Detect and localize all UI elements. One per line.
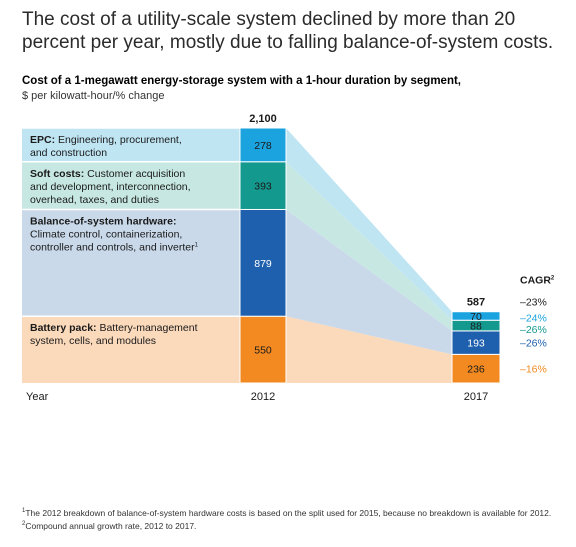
cagr-battery: –16%: [520, 364, 547, 376]
bar-2012-soft: [239, 161, 287, 210]
connector-bos: [286, 209, 452, 355]
footnote-1: 1The 2012 breakdown of balance-of-system…: [22, 507, 552, 518]
segment-band-bos: [22, 209, 240, 317]
cagr-total: –23%: [520, 297, 547, 309]
connector-epc: [286, 128, 452, 321]
cagr-epc: –24%: [520, 313, 547, 325]
segment-band-soft: [22, 161, 240, 210]
value-label-2017-bos: 193: [467, 338, 485, 350]
value-label-2017-battery: 236: [467, 364, 485, 376]
total-label-2017: 587: [467, 297, 485, 309]
footnotes: 1The 2012 breakdown of balance-of-system…: [22, 506, 562, 532]
segment-label-bos: Balance-of-system hardware: Climate contr…: [30, 215, 199, 253]
value-label-2012-epc: 278: [254, 140, 272, 152]
x-tick-2012: 2012: [251, 391, 275, 403]
value-label-2012-soft: 393: [254, 181, 272, 193]
connector-battery: [286, 316, 452, 383]
cagr-soft: –26%: [520, 324, 547, 336]
footnote-2: 2Compound annual growth rate, 2012 to 20…: [22, 520, 197, 531]
chart-units: $ per kilowatt-hour/% change: [22, 90, 165, 102]
bar-2012-epc: [239, 127, 287, 163]
value-label-2017-soft: 88: [470, 321, 482, 333]
value-label-2017-epc: 70: [470, 311, 482, 323]
x-axis-label: Year: [26, 391, 49, 403]
value-label-2012-battery: 550: [254, 345, 272, 357]
bar-2017-epc: [451, 311, 501, 321]
headline: The cost of a utility-scale system decli…: [22, 9, 554, 53]
segment-band-epc: [22, 128, 240, 162]
cagr-header: CAGR2: [520, 275, 555, 287]
cagr-bos: –26%: [520, 338, 547, 350]
segment-label-soft: Soft costs: Customer acquisition and deve…: [30, 168, 191, 206]
x-tick-2017: 2017: [464, 391, 488, 403]
value-label-2012-bos: 879: [254, 258, 272, 270]
total-label-2012: 2,100: [249, 113, 277, 125]
segment-label-epc: EPC: Engineering, procurement, and constr…: [30, 134, 182, 159]
segment-label-battery: Battery pack: Battery-management system, …: [30, 322, 198, 347]
chart-title: Cost of a 1-megawatt energy-storage syst…: [22, 75, 462, 87]
segment-band-battery: [22, 316, 240, 383]
connector-soft: [286, 161, 452, 331]
bar-2017-battery: [451, 353, 501, 384]
